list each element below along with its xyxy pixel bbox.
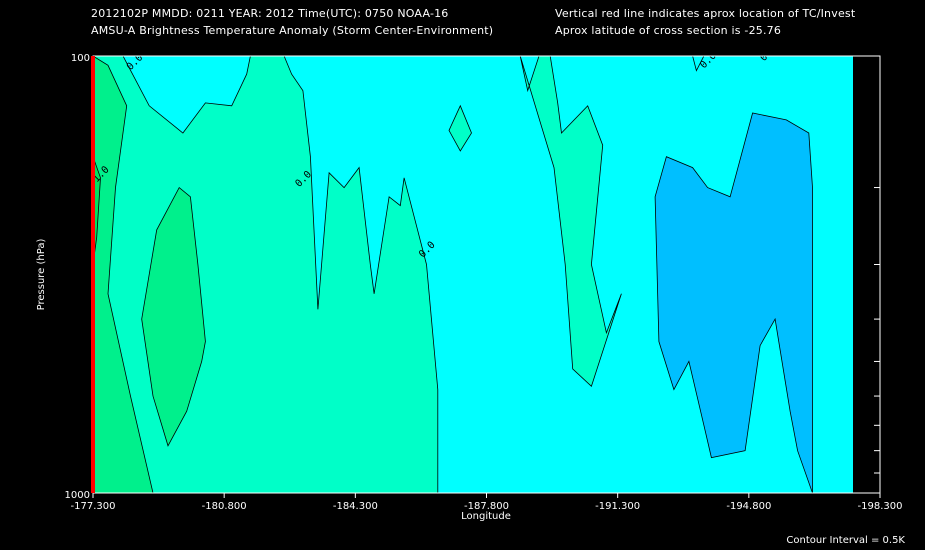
x-tick-label-2: -184.300 <box>333 501 378 512</box>
contour-region-7 <box>692 56 705 72</box>
x-tick-label-0: -177.300 <box>71 501 116 512</box>
y-tick-label-1: 1000 <box>65 490 90 501</box>
contour-region-6 <box>654 112 813 493</box>
storm-location-line <box>91 56 95 493</box>
header-line2-left: AMSU-A Brightness Temperature Anomaly (S… <box>91 24 494 37</box>
header-line1-right: Vertical red line indicates aprox locati… <box>555 7 856 20</box>
x-tick-label-6: -198.300 <box>858 501 903 512</box>
contour-fills <box>93 56 853 493</box>
header-line2-right: Aprox latitude of cross section is -25.7… <box>555 24 782 37</box>
x-tick-label-5: -194.800 <box>726 501 771 512</box>
x-tick-label-1: -180.800 <box>202 501 247 512</box>
contour-region-3 <box>93 56 154 493</box>
contour-region-4 <box>141 186 206 447</box>
contour-interval-label: Contour Interval = 0.5K <box>786 535 905 546</box>
y-axis-label: Pressure (hPa) <box>36 239 47 311</box>
x-axis-label: Longitude <box>461 511 511 522</box>
contour-region-2 <box>519 56 622 388</box>
contour-region-1 <box>448 104 472 152</box>
x-tick-label-3: -187.800 <box>464 501 509 512</box>
x-tick-label-4: -191.300 <box>595 501 640 512</box>
y-tick-label-0: 100 <box>71 53 90 64</box>
axes: -177.300 -180.800 -184.300 -187.800 -191.300… <box>65 53 903 512</box>
header-line1-left: 2012102P MMDD: 0211 YEAR: 2012 Time(UTC)… <box>91 7 449 20</box>
no-data-band <box>853 56 880 493</box>
